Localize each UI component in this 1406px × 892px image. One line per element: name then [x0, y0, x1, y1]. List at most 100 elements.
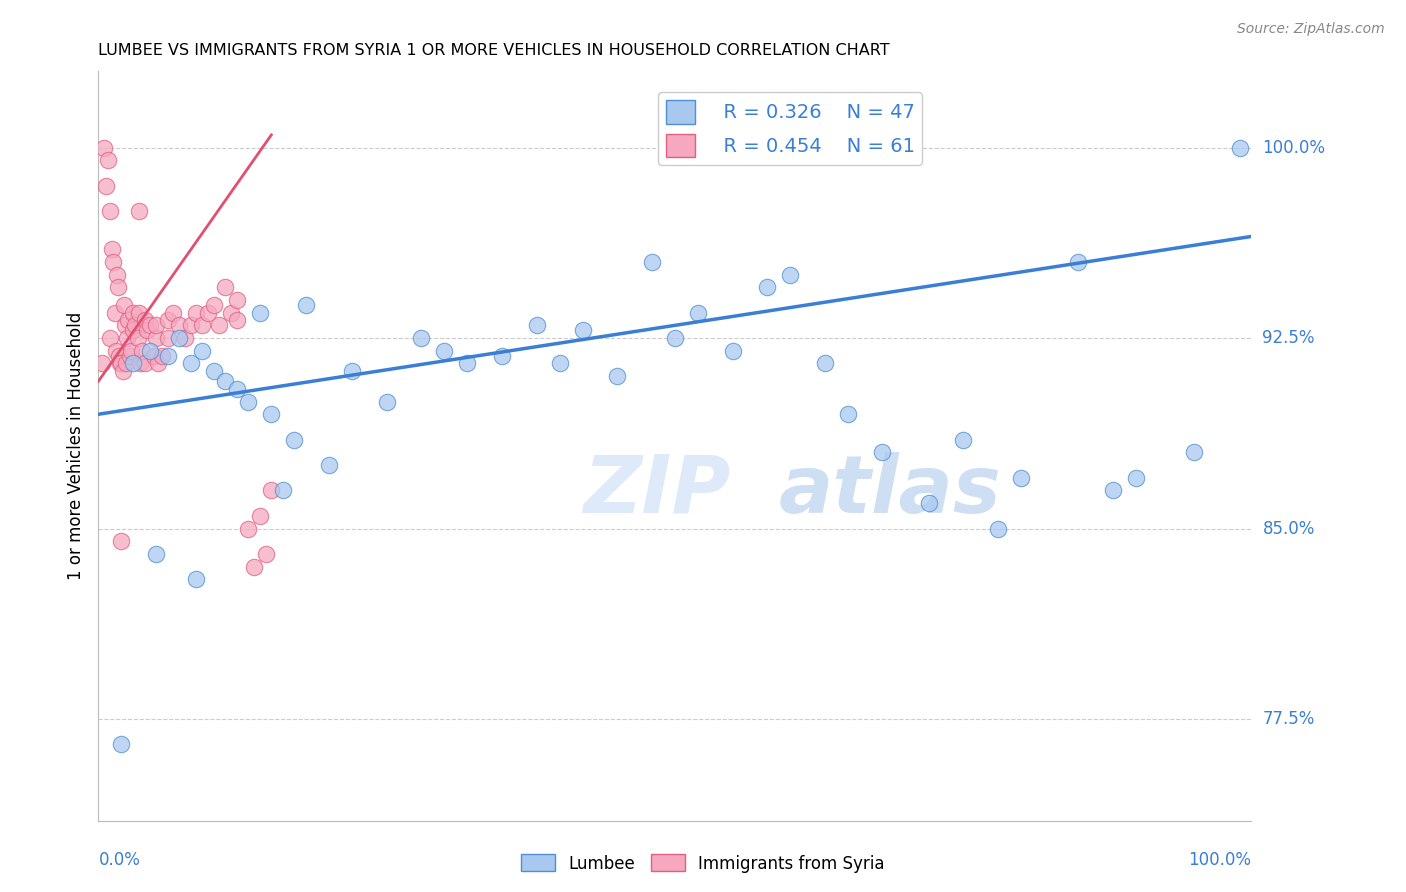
- Point: [156, 349, 179, 363]
- Point: [1229, 140, 1251, 154]
- Point: [101, 242, 124, 256]
- Legend:   R = 0.326    N = 47,   R = 0.454    N = 61: R = 0.326 N = 47, R = 0.454 N = 61: [658, 92, 922, 165]
- Point: [987, 522, 1010, 536]
- Point: [139, 343, 162, 358]
- Point: [254, 547, 277, 561]
- Point: [1010, 471, 1032, 485]
- Point: [110, 356, 132, 370]
- Point: [107, 280, 129, 294]
- Text: 100.0%: 100.0%: [1263, 138, 1326, 157]
- Point: [295, 298, 318, 312]
- Point: [456, 356, 478, 370]
- Point: [98, 331, 121, 345]
- Point: [122, 356, 145, 370]
- Point: [145, 318, 167, 333]
- Point: [208, 318, 231, 333]
- Point: [167, 331, 190, 345]
- Point: [283, 433, 305, 447]
- Point: [225, 293, 247, 307]
- Point: [756, 280, 779, 294]
- Point: [721, 343, 744, 358]
- Point: [837, 407, 859, 421]
- Point: [103, 306, 125, 320]
- Point: [120, 343, 142, 358]
- Point: [118, 349, 141, 363]
- Point: [202, 364, 225, 378]
- Point: [98, 204, 121, 219]
- Point: [526, 318, 548, 333]
- Point: [148, 356, 170, 370]
- Point: [225, 382, 247, 396]
- Point: [191, 343, 214, 358]
- Text: 85.0%: 85.0%: [1263, 519, 1315, 538]
- Point: [225, 313, 247, 327]
- Y-axis label: 1 or more Vehicles in Household: 1 or more Vehicles in Household: [66, 312, 84, 580]
- Point: [197, 306, 219, 320]
- Point: [686, 306, 709, 320]
- Point: [128, 204, 150, 219]
- Point: [1125, 471, 1147, 485]
- Point: [214, 374, 236, 388]
- Point: [122, 306, 145, 320]
- Text: 100.0%: 100.0%: [1188, 851, 1251, 869]
- Point: [110, 356, 132, 370]
- Point: [145, 331, 167, 345]
- Point: [127, 331, 149, 345]
- Point: [104, 343, 127, 358]
- Point: [1182, 445, 1205, 459]
- Point: [97, 153, 120, 168]
- Point: [814, 356, 837, 370]
- Point: [641, 255, 664, 269]
- Point: [110, 534, 132, 549]
- Point: [103, 255, 125, 269]
- Point: [142, 349, 165, 363]
- Legend: Lumbee, Immigrants from Syria: Lumbee, Immigrants from Syria: [515, 847, 891, 880]
- Point: [135, 323, 157, 337]
- Point: [491, 349, 513, 363]
- Point: [571, 323, 593, 337]
- Point: [150, 349, 173, 363]
- Text: 92.5%: 92.5%: [1263, 329, 1315, 347]
- Point: [115, 356, 138, 370]
- Point: [1102, 483, 1125, 498]
- Point: [186, 572, 208, 586]
- Point: [664, 331, 686, 345]
- Point: [411, 331, 433, 345]
- Point: [238, 522, 260, 536]
- Point: [433, 343, 456, 358]
- Point: [167, 318, 190, 333]
- Point: [131, 343, 153, 358]
- Point: [174, 331, 197, 345]
- Point: [112, 298, 135, 312]
- Point: [114, 318, 136, 333]
- Point: [180, 356, 202, 370]
- Point: [128, 306, 150, 320]
- Point: [214, 280, 236, 294]
- Text: 77.5%: 77.5%: [1263, 710, 1315, 728]
- Point: [110, 738, 132, 752]
- Point: [238, 394, 260, 409]
- Point: [186, 306, 208, 320]
- Point: [156, 313, 179, 327]
- Point: [96, 178, 118, 193]
- Point: [219, 306, 242, 320]
- Point: [202, 298, 225, 312]
- Point: [156, 331, 179, 345]
- Point: [260, 407, 283, 421]
- Point: [249, 508, 271, 523]
- Text: 0.0%: 0.0%: [98, 851, 141, 869]
- Point: [124, 318, 146, 333]
- Point: [111, 364, 134, 378]
- Point: [872, 445, 894, 459]
- Point: [117, 313, 139, 327]
- Point: [105, 268, 128, 282]
- Point: [260, 483, 283, 498]
- Point: [90, 356, 112, 370]
- Point: [129, 356, 152, 370]
- Point: [139, 318, 162, 333]
- Point: [1067, 255, 1090, 269]
- Point: [180, 318, 202, 333]
- Point: [117, 331, 139, 345]
- Text: Source: ZipAtlas.com: Source: ZipAtlas.com: [1237, 22, 1385, 37]
- Point: [606, 369, 628, 384]
